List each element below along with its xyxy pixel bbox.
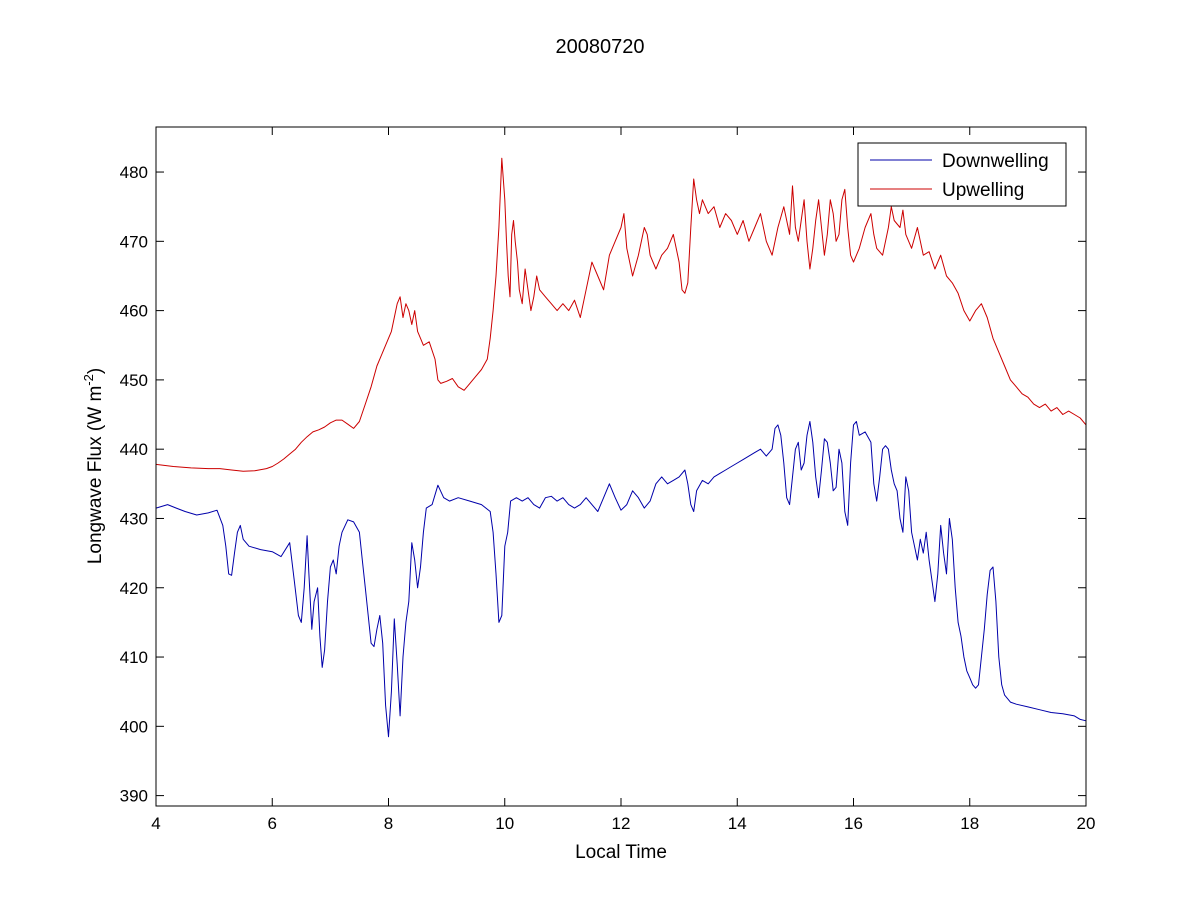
legend-label-downwelling: Downwelling [942,151,1049,172]
legend: Downwelling Upwelling [857,142,1067,207]
y-tick-label: 390 [120,787,148,806]
y-tick-label: 420 [120,579,148,598]
legend-label-upwelling: Upwelling [942,180,1024,201]
x-tick-label: 8 [384,814,393,833]
y-tick-label: 470 [120,232,148,251]
y-tick-label: 440 [120,440,148,459]
y-tick-label: 460 [120,302,148,321]
x-tick-label: 14 [728,814,747,833]
y-tick-label: 480 [120,163,148,182]
plot-frame [155,126,1087,807]
legend-box [857,142,1067,207]
x-tick-label: 4 [151,814,160,833]
tick-layer: 4 6 8 10 12 14 16 18 20 390 400 410 420 430 440 450 460 4… [120,127,1096,833]
series-line-downwelling [155,421,1087,738]
y-tick-label: 430 [120,509,148,528]
x-tick-label: 12 [612,814,631,833]
y-axis-label-superscript: -2 [81,374,96,386]
y-axis-label: Longwave Flux (W m-2) [81,368,106,564]
x-tick-label: 10 [495,814,514,833]
x-tick-label: 20 [1077,814,1096,833]
x-tick-label: 6 [268,814,277,833]
series-layer [155,157,1087,738]
y-axis-label-main: Longwave Flux (W m [85,386,106,564]
y-tick-label: 400 [120,717,148,736]
chart-title: 20080720 [556,36,645,58]
y-tick-label: 450 [120,371,148,390]
y-axis-label-tail: ) [85,368,106,374]
x-tick-label: 16 [844,814,863,833]
series-line-upwelling [155,157,1087,472]
x-axis-label: Local Time [575,842,667,863]
y-tick-label: 410 [120,648,148,667]
x-tick-label: 18 [960,814,979,833]
